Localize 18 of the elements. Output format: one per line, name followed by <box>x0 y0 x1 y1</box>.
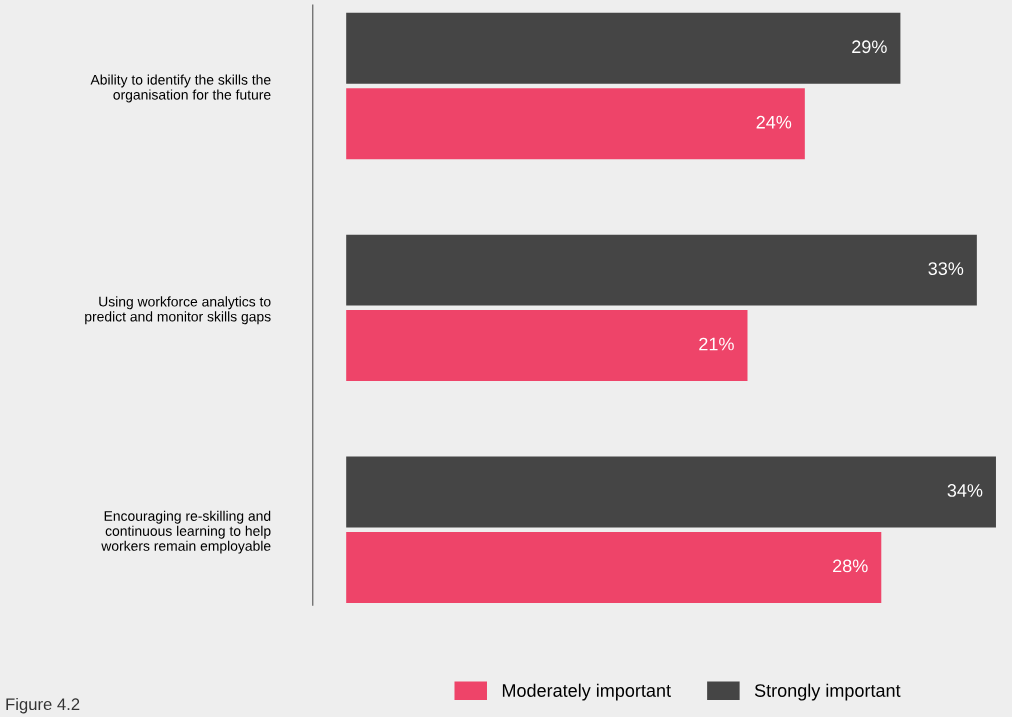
data-label: 33% <box>928 262 964 275</box>
caption: Figure 4.2 <box>6 697 80 714</box>
y-tick-label: Ability to identify the skills the organisation for the future <box>90 74 271 103</box>
y-tick-label: Encouraging re-skilling and continuous learning to help workers remain employable <box>101 510 271 554</box>
bar <box>346 12 901 84</box>
bar <box>346 88 805 160</box>
legend-label: Moderately important <box>502 683 671 701</box>
bar <box>346 234 977 306</box>
bar <box>346 456 996 528</box>
bar <box>346 531 882 603</box>
y-tick-label: Using workforce analytics to predict and monitor skills gaps <box>85 296 271 325</box>
data-label: 24% <box>756 115 792 129</box>
bar <box>346 310 748 382</box>
legend-label: Strongly important <box>754 683 901 701</box>
data-label: 34% <box>947 484 983 497</box>
data-label: 28% <box>833 559 868 573</box>
data-label: 21% <box>699 337 734 351</box>
data-label: 29% <box>852 40 887 54</box>
